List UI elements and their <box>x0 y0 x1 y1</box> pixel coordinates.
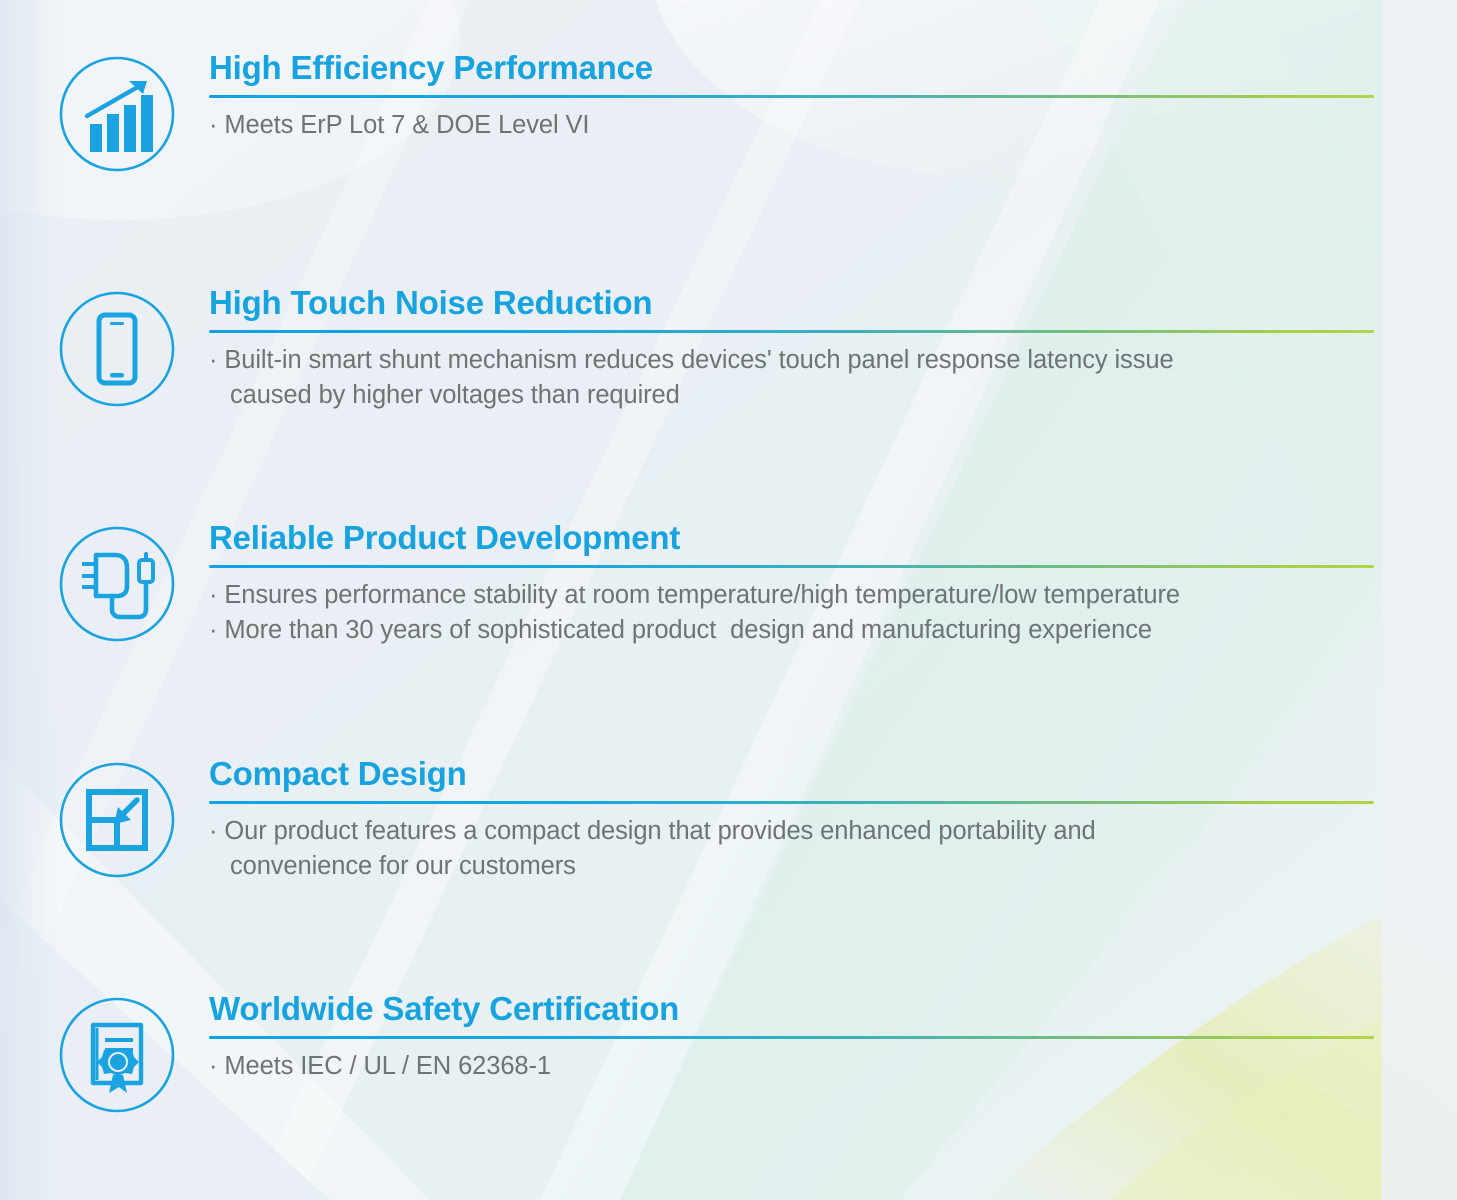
feature-item: High Touch Noise Reduction · Built-in sm… <box>0 285 1457 413</box>
feature-divider <box>209 800 1374 804</box>
compact-resize-icon <box>59 762 175 878</box>
feature-bullet-line: · Our product features a compact design … <box>209 816 1096 845</box>
feature-bullet-line: · Meets IEC / UL / EN 62368-1 <box>209 1051 551 1080</box>
smartphone-icon <box>59 291 175 407</box>
bar-chart-growth-icon <box>59 56 175 172</box>
feature-body: Worldwide Safety Certification · Meets I… <box>209 991 1457 1083</box>
feature-description: · Our product features a compact design … <box>209 814 1397 884</box>
feature-bullet-line: · Ensures performance stability at room … <box>209 580 1180 609</box>
feature-item: Compact Design · Our product features a … <box>0 756 1457 884</box>
feature-title: Compact Design <box>209 755 467 792</box>
feature-divider <box>209 94 1374 98</box>
feature-body: High Touch Noise Reduction · Built-in sm… <box>209 285 1457 413</box>
feature-title: High Efficiency Performance <box>209 49 653 86</box>
feature-item: Reliable Product Development · Ensures p… <box>0 520 1457 648</box>
feature-icon-container <box>57 991 177 1115</box>
feature-description: · Built-in smart shunt mechanism reduces… <box>209 343 1397 413</box>
certificate-award-icon <box>59 997 175 1113</box>
feature-bullet-line: · Built-in smart shunt mechanism reduces… <box>209 345 1174 374</box>
feature-icon-container <box>57 50 177 174</box>
feature-divider <box>209 1035 1374 1039</box>
feature-body: Compact Design · Our product features a … <box>209 756 1457 884</box>
feature-body: High Efficiency Performance · Meets ErP … <box>209 50 1457 142</box>
feature-icon-container <box>57 520 177 644</box>
feature-description: · Meets IEC / UL / EN 62368-1 <box>209 1049 1397 1084</box>
power-adapter-icon <box>59 526 175 642</box>
feature-bullet-line: · Meets ErP Lot 7 & DOE Level VI <box>209 110 590 139</box>
feature-bullet-line: · More than 30 years of sophisticated pr… <box>209 616 1152 645</box>
feature-icon-container <box>57 285 177 409</box>
feature-bullet-line: caused by higher voltages than required <box>209 381 680 410</box>
feature-title: Worldwide Safety Certification <box>209 990 680 1027</box>
feature-body: Reliable Product Development · Ensures p… <box>209 520 1457 648</box>
feature-icon-container <box>57 756 177 880</box>
feature-bullet-line: convenience for our customers <box>209 852 576 881</box>
feature-item: Worldwide Safety Certification · Meets I… <box>0 991 1457 1115</box>
feature-description: · Ensures performance stability at room … <box>209 578 1397 648</box>
feature-divider <box>209 329 1374 333</box>
feature-divider <box>209 564 1374 568</box>
feature-item: High Efficiency Performance · Meets ErP … <box>0 50 1457 174</box>
feature-description: · Meets ErP Lot 7 & DOE Level VI <box>209 108 1397 143</box>
feature-title: Reliable Product Development <box>209 519 681 556</box>
feature-title: High Touch Noise Reduction <box>209 284 653 321</box>
